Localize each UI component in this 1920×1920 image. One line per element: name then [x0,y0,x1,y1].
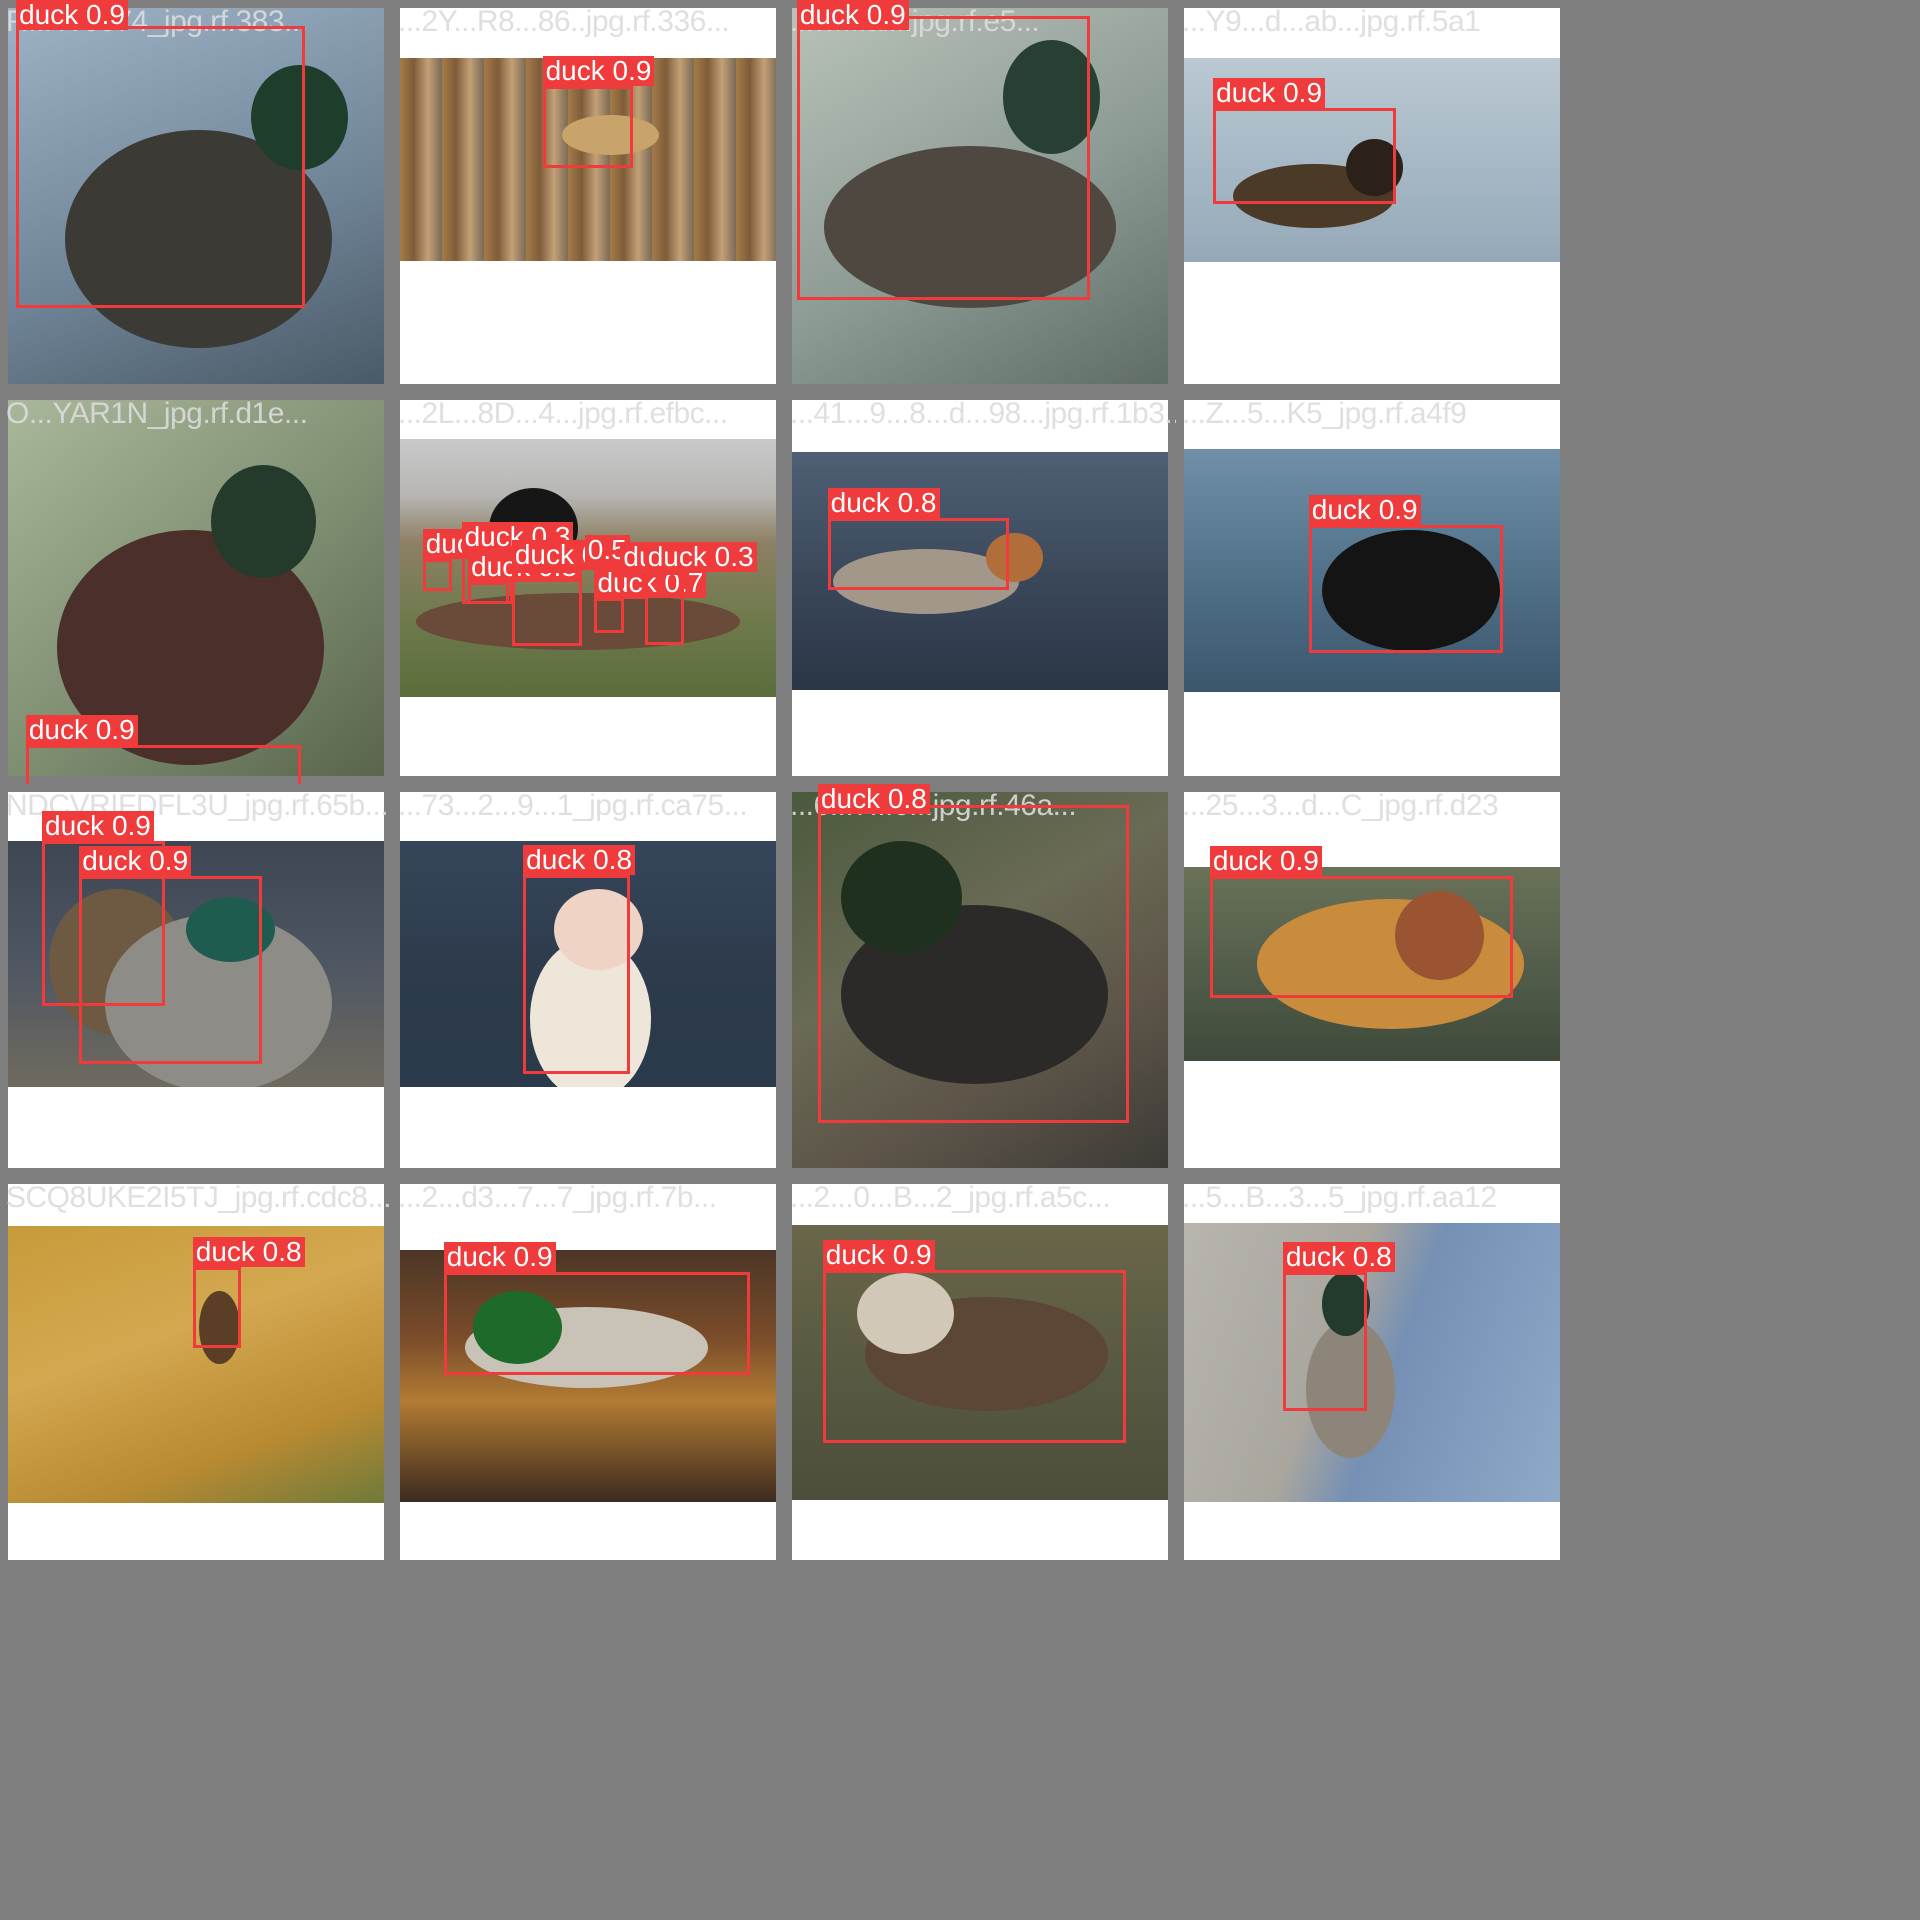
image-filename: ...2...d3...7...7_jpg.rf.7b... [398,1181,717,1214]
photo [792,8,1168,384]
detection-label: duck 0.9 [542,55,655,86]
bird-shape [472,1290,563,1364]
detection-label: duck 0.9 [42,810,154,841]
image-filename: ...2...0...B...2_jpg.rf.a5c... [790,1181,1111,1214]
photo [8,8,384,384]
detection-box [594,597,624,634]
detection-box [817,804,1130,1123]
image-tile: ...2Y...R8...86..jpg.rf.336... duck 0.9 [392,0,784,392]
detection-box [827,518,1010,590]
image-filename: ...Y9...d...ab...jpg.rf.5a1 [1182,5,1481,38]
image-tile: ...wr...ai...jpg.rf.e5... duck 0.9 [784,0,1176,392]
detection-box [16,25,305,308]
detection-label: duck 0.9 [1209,846,1322,877]
photo [8,400,384,776]
detection-box [468,581,509,605]
detection-label: duck 0.8 [827,488,940,519]
detection-label: duck 0.9 [796,0,909,30]
bird-shape [1002,40,1100,154]
photo [8,1226,384,1504]
detection-label: duck 0.8 [1282,1241,1395,1272]
detection-box [511,570,582,647]
detection-label: duck 0.9 [25,715,138,746]
image-tile: NDCVRIFDFL3U_jpg.rf.65b... duck 0.9 duck 0… [0,784,392,1176]
detection-box [25,745,302,784]
bird-shape [1305,1320,1395,1458]
bird-shape [856,1273,955,1355]
image-tile: ...2...0...B...2_jpg.rf.a5c...duck 0.9 [784,1176,1176,1568]
detection-box [822,1269,1126,1444]
detection-box [42,840,166,1006]
image-tile: O...YAR1N_jpg.rf.d1e...duck 0.9 [0,392,392,784]
bird-shape [562,114,660,156]
image-filename: ...Z...5...K5_jpg.rf.a4f9 [1182,397,1467,430]
image-filename: ...41...9...8...d...98...jpg.rf.1b3... [790,397,1176,430]
bird-shape [824,145,1117,308]
image-filename: SCQ8UKE2I5TJ_jpg.rf.cdc8... [6,1181,392,1214]
detection-label: duck 0.9 [16,0,128,30]
detection-box [523,874,631,1074]
bird-shape [251,64,349,171]
detection-box [1308,524,1504,653]
detection-box [542,85,634,169]
detection-label: duck 0.9 [1213,78,1326,109]
detection-box [796,16,1091,300]
image-filename: ...25...3...d...C_jpg.rf.d23 [1182,789,1499,822]
detection-box [443,1271,751,1376]
image-filename: ...5...B...3...5_jpg.rf.aa12 [1182,1181,1497,1214]
detection-label: duck 0.8 [817,784,930,814]
detection-label: duck 0.9 [1308,494,1421,525]
image-tile: ...2...d3...7...7_jpg.rf.7b...duck 0.9 [392,1176,784,1568]
detection-label: duck 0.8 [192,1236,305,1267]
photo [792,792,1168,1168]
detection-box [79,876,263,1065]
detection-box [644,571,684,645]
detection-label: duck 0.9 [822,1239,935,1270]
photo [400,58,776,261]
image-filename: O...YAR1N_jpg.rf.d1e... [6,397,308,430]
image-tile: ...41...9...8...d...98...jpg.rf.1b3... du… [784,392,1176,784]
detection-label: duck 0.3 [644,541,757,572]
bird-shape [986,532,1044,582]
image-tile: SCQ8UKE2I5TJ_jpg.rf.cdc8...duck 0.8 [0,1176,392,1568]
detection-box [1209,876,1513,998]
detection-box [422,558,452,592]
detection-box [192,1266,242,1348]
detection-box [1213,108,1397,205]
bird-shape [210,464,316,579]
image-tile: F...HVJ074_jpg.rf.383... duck 0.9 [0,0,392,392]
detection-label: duck 0.9 [79,846,192,877]
detection-label: duck 0.9 [443,1241,556,1272]
image-filename: ...73...2...9...1_jpg.rf.ca75... [398,789,748,822]
bird-shape [199,1290,240,1364]
detection-label: duck 0.8 [523,844,636,875]
image-filename: ...2Y...R8...86..jpg.rf.336... [398,5,730,38]
photo [1184,866,1560,1062]
image-tile: ...Y9...d...ab...jpg.rf.5a1 duck 0.9 [1176,0,1568,392]
bird-shape [1394,890,1484,980]
detection-box [620,571,645,600]
image-tile: ...2L...8D...4...jpg.rf.efbc... duc duck 0… [392,392,784,784]
image-filename: ...2L...8D...4...jpg.rf.efbc... [398,397,728,430]
photo [400,840,776,1087]
image-tile: ...73...2...9...1_jpg.rf.ca75...duck 0.8 [392,784,784,1176]
image-tile: ...6...7...6...jpg.rf.46a... duck 0.8 [784,784,1176,1176]
bird-shape [840,840,963,955]
detection-box [1282,1271,1368,1411]
bird-shape [1321,529,1501,652]
bird-shape [1321,1271,1371,1337]
